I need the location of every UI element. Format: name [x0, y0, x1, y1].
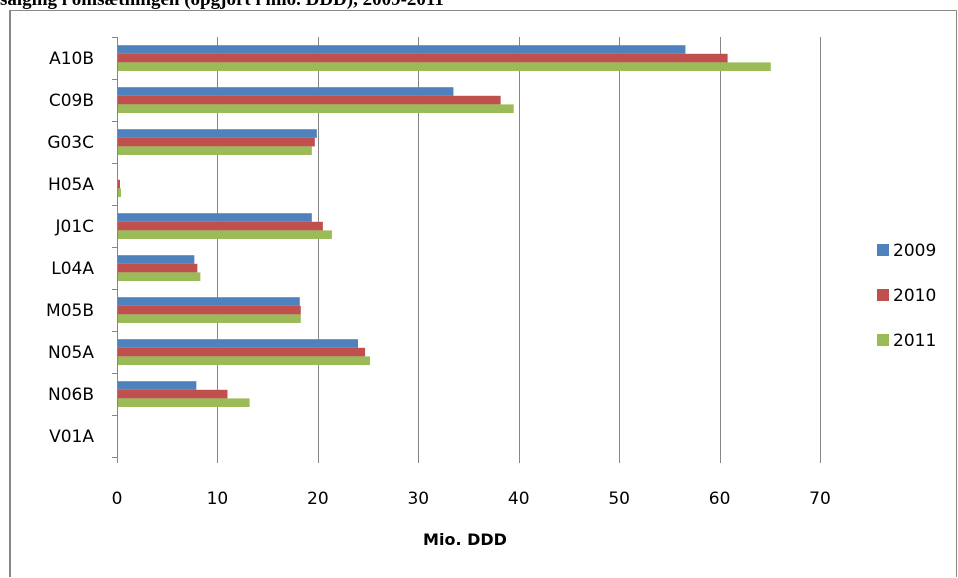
bar-n06b-2010 [117, 389, 228, 399]
bar-j01c-2011 [117, 230, 332, 239]
bar-n06b-2011 [117, 398, 250, 407]
bar-g03c-2011 [117, 146, 312, 155]
bar-h05a-2011 [117, 188, 122, 197]
x-tick-label-60: 60 [709, 489, 731, 509]
bar-j01c-2009 [117, 213, 312, 222]
category-label-a10b: A10B [49, 49, 94, 69]
category-label-l04a: L04A [51, 259, 94, 279]
category-label-h05a: H05A [48, 175, 94, 195]
bar-l04a-2010 [117, 263, 198, 273]
x-tick-label-50: 50 [608, 489, 630, 509]
bar-a10b-2009 [117, 45, 686, 54]
legend-swatch-2010 [877, 289, 889, 301]
category-label-g03c: G03C [47, 133, 94, 153]
legend: 2009 2010 2011 [877, 241, 936, 351]
category-label-v01a: V01A [49, 427, 94, 447]
category-label-m05b: M05B [46, 301, 94, 321]
bar-c09b-2009 [117, 87, 454, 96]
legend-swatch-2011 [877, 334, 889, 346]
bar-n06b-2009 [117, 381, 197, 390]
bar-m05b-2009 [117, 297, 300, 306]
axes [112, 37, 821, 463]
bar-n05a-2011 [117, 356, 371, 365]
x-tick-label-30: 30 [407, 489, 429, 509]
bar-l04a-2009 [117, 255, 195, 264]
x-tick-label-10: 10 [207, 489, 229, 509]
x-tick-label-70: 70 [809, 489, 831, 509]
bar-g03c-2010 [117, 137, 315, 147]
bar-g03c-2009 [117, 129, 317, 138]
bar-m05b-2011 [117, 314, 301, 323]
legend-swatch-2009 [877, 244, 889, 256]
bar-c09b-2010 [117, 95, 501, 105]
bar-j01c-2010 [117, 221, 323, 231]
bar-c09b-2011 [117, 104, 514, 113]
bar-n05a-2009 [117, 339, 359, 348]
labels: 0 10 20 30 40 50 60 70 A10B C09B G03C H05A J01C L04A M… [46, 49, 831, 549]
bar-m05b-2010 [117, 305, 301, 315]
bar-group [117, 45, 771, 407]
legend-label-2010: 2010 [893, 286, 936, 306]
category-label-c09b: C09B [49, 91, 94, 111]
bar-l04a-2011 [117, 272, 201, 281]
chart-frame [9, 10, 957, 577]
chart-title: salging i omsætningen (opgjort i mio. DD… [0, 0, 958, 12]
x-tick-label-0: 0 [112, 489, 123, 509]
bar-a10b-2010 [117, 53, 728, 63]
legend-label-2009: 2009 [893, 241, 936, 261]
bar-n05a-2010 [117, 347, 366, 357]
category-label-j01c: J01C [54, 217, 94, 237]
x-axis-title: Mio. DDD [423, 530, 507, 549]
category-label-n06b: N06B [48, 385, 94, 405]
category-label-n05a: N05A [48, 343, 94, 363]
bar-h05a-2010 [117, 179, 121, 189]
legend-label-2011: 2011 [893, 331, 936, 351]
bar-a10b-2011 [117, 62, 771, 71]
x-tick-label-40: 40 [508, 489, 530, 509]
x-tick-label-20: 20 [307, 489, 329, 509]
